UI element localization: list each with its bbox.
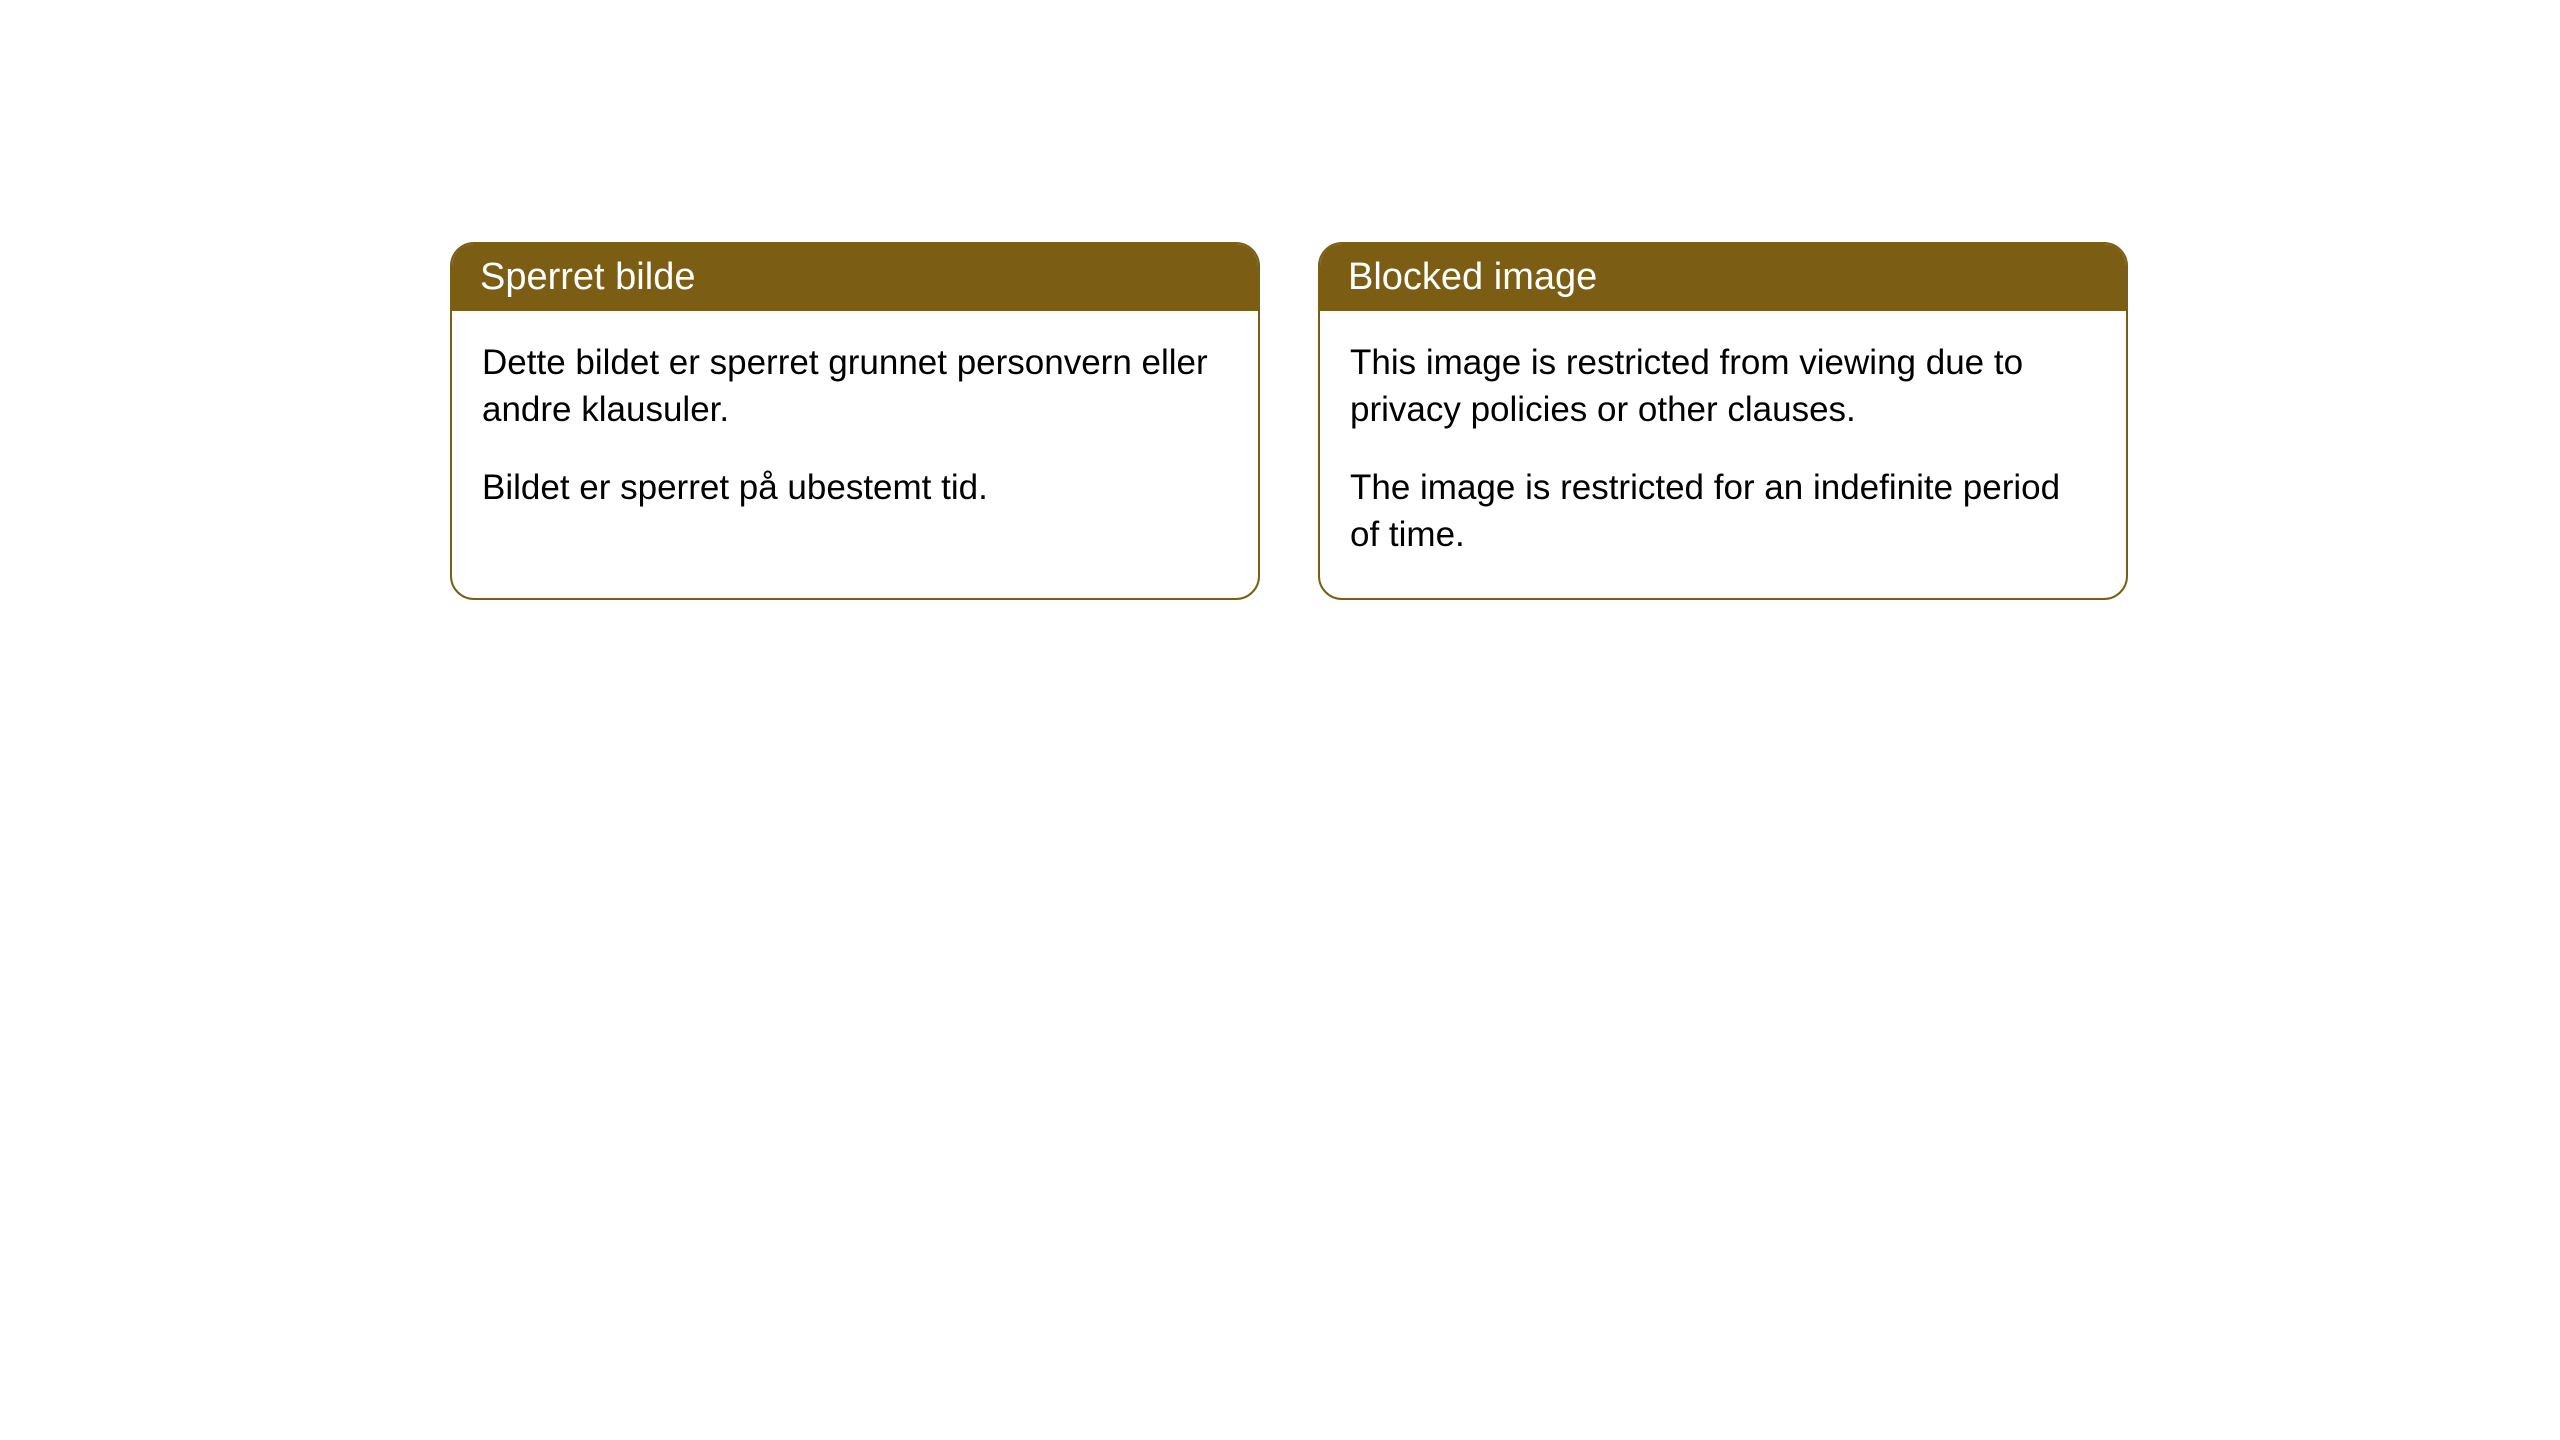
card-title: Blocked image	[1348, 256, 1597, 298]
card-paragraph: Dette bildet er sperret grunnet personve…	[482, 339, 1228, 434]
notice-card-norwegian: Sperret bilde Dette bildet er sperret gr…	[450, 242, 1260, 600]
card-paragraph: Bildet er sperret på ubestemt tid.	[482, 464, 1228, 511]
card-paragraph: The image is restricted for an indefinit…	[1350, 464, 2096, 559]
card-body: Dette bildet er sperret grunnet personve…	[452, 311, 1258, 551]
notice-card-english: Blocked image This image is restricted f…	[1318, 242, 2128, 600]
card-body: This image is restricted from viewing du…	[1320, 311, 2126, 598]
card-header: Blocked image	[1320, 244, 2126, 311]
cards-container: Sperret bilde Dette bildet er sperret gr…	[450, 242, 2128, 600]
card-header: Sperret bilde	[452, 244, 1258, 311]
card-title: Sperret bilde	[480, 256, 695, 298]
card-paragraph: This image is restricted from viewing du…	[1350, 339, 2096, 434]
